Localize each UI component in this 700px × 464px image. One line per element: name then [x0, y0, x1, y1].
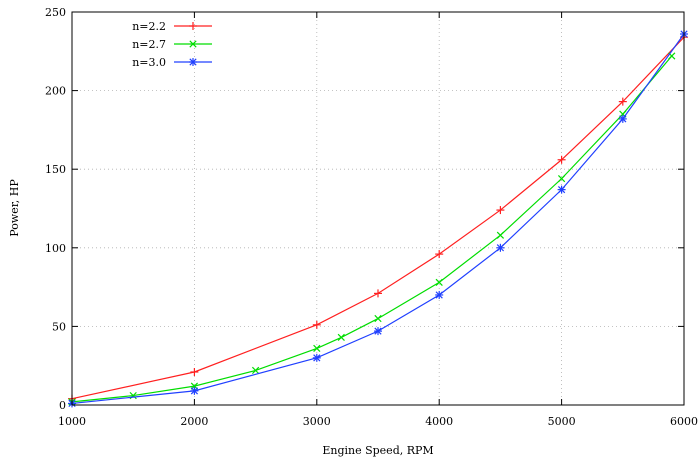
x-tick-label: 1000: [58, 415, 86, 428]
data-point: [312, 320, 321, 329]
y-tick-label: 100: [45, 242, 66, 255]
legend-label: n=3.0: [132, 56, 166, 69]
data-point: [312, 353, 321, 362]
data-point: [557, 175, 566, 183]
legend: n=2.2 n=2.7 n=3.0: [132, 20, 212, 69]
x-axis-label: Engine Speed, RPM: [322, 444, 433, 457]
y-tick-label: 150: [45, 163, 66, 176]
series-line: [71, 33, 685, 405]
legend-item: n=3.0: [132, 56, 212, 69]
data-point-stroke: [619, 115, 627, 123]
data-point: [189, 40, 197, 48]
y-axis-label: Power, HP: [8, 179, 21, 237]
legend-item: n=2.2: [132, 20, 212, 33]
data-point-stroke: [374, 314, 382, 323]
data-point: [496, 243, 505, 252]
plot-frame: [71, 11, 685, 406]
data-point: [374, 327, 382, 336]
series-layer: [68, 30, 688, 408]
series-1: [68, 33, 688, 403]
data-point-stroke: [557, 186, 566, 194]
data-point-stroke: [668, 52, 676, 60]
data-point: [435, 290, 444, 299]
data-point-stroke: [190, 387, 199, 395]
data-point: [496, 231, 505, 239]
series-line: [71, 55, 673, 403]
data-point: [374, 289, 382, 298]
y-tick-label: 250: [45, 6, 66, 19]
series-line: [71, 36, 685, 400]
series-3: [68, 30, 688, 408]
data-point: [189, 58, 197, 66]
data-point-stroke: [313, 344, 321, 353]
x-tick-label: 6000: [670, 415, 698, 428]
data-point-stroke: [374, 327, 382, 335]
grid: [72, 12, 684, 405]
data-point-stroke: [313, 354, 321, 362]
y-tick-label: 50: [52, 320, 66, 333]
legend-item: n=2.7: [132, 38, 212, 51]
series-2: [68, 52, 676, 406]
data-point: [618, 114, 627, 123]
data-point-stroke: [251, 366, 260, 375]
data-point: [190, 386, 199, 395]
data-point-stroke: [189, 40, 197, 48]
y-tick-label: 0: [59, 399, 66, 412]
y-tick-label: 200: [45, 85, 66, 98]
data-point-stroke: [337, 333, 345, 342]
data-point: [557, 185, 566, 194]
x-tick-label: 2000: [180, 415, 208, 428]
data-point-stroke: [189, 58, 197, 66]
x-tick-label: 5000: [548, 415, 576, 428]
x-tick-label: 4000: [425, 415, 453, 428]
data-point: [337, 333, 345, 342]
legend-label: n=2.7: [132, 38, 166, 51]
data-point-stroke: [496, 231, 505, 239]
data-point-stroke: [435, 278, 443, 287]
legend-label: n=2.2: [132, 20, 166, 33]
data-point: [496, 206, 505, 215]
data-point: [435, 278, 443, 287]
data-point: [435, 250, 444, 259]
data-point: [618, 97, 627, 106]
data-point: [557, 155, 566, 164]
x-tick-label: 3000: [303, 415, 331, 428]
data-point-stroke: [435, 291, 443, 299]
data-point-stroke: [496, 244, 505, 252]
data-point: [251, 366, 260, 375]
data-point: [189, 22, 197, 30]
axes-ticks: 1000 2000 3000 4000 5000 6000 0 50 100 150 200 250: [45, 6, 698, 428]
data-point: [374, 314, 382, 323]
data-point: [190, 367, 199, 376]
data-point: [313, 344, 321, 353]
data-point-stroke: [557, 175, 566, 183]
